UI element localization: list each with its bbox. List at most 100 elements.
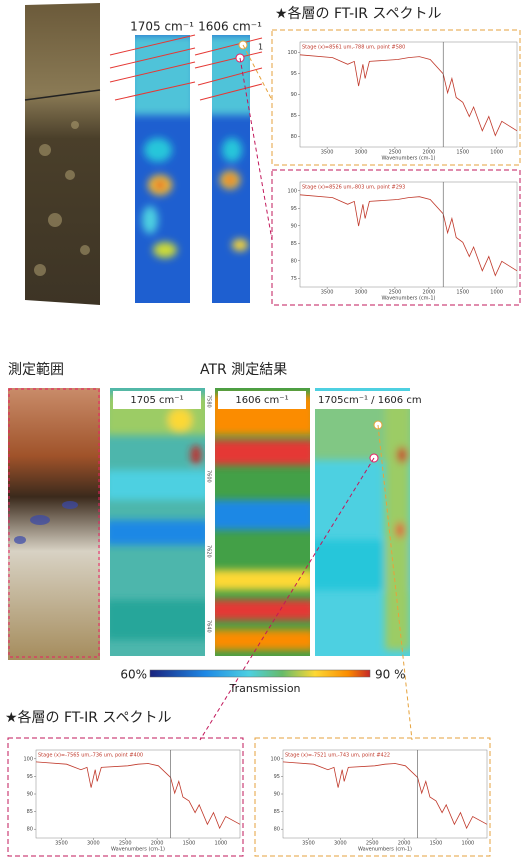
depth-tick: 7580 xyxy=(206,395,212,408)
shape xyxy=(153,242,177,258)
x-tick-label: 1500 xyxy=(456,290,469,296)
x-tick-label: 1500 xyxy=(183,841,196,847)
shape xyxy=(14,536,26,544)
x-tick-label: 1500 xyxy=(430,841,443,847)
shape xyxy=(105,470,210,500)
section-label: 測定範囲 xyxy=(8,361,64,378)
depth-tick: 7620 xyxy=(206,545,212,558)
y-tick-label: 80 xyxy=(291,134,297,140)
y-tick-label: 80 xyxy=(274,827,280,833)
y-tick-label: 90 xyxy=(291,223,297,229)
plot-area xyxy=(283,750,487,838)
heatmap xyxy=(205,35,255,303)
shape xyxy=(210,600,315,620)
y-tick-label: 100 xyxy=(270,756,280,762)
shape xyxy=(105,600,210,640)
y-tick-label: 100 xyxy=(287,188,297,194)
x-tick-label: 1000 xyxy=(490,290,503,296)
heatmap xyxy=(105,388,210,656)
spectrum-header: Stage (x)=8526 um,-803 um, point #293 xyxy=(302,185,405,191)
shape xyxy=(210,395,315,650)
x-tick-label: 3000 xyxy=(334,841,347,847)
plot-area xyxy=(36,750,240,838)
x-axis-label: Wavenumbers (cm-1) xyxy=(111,847,165,853)
map-label: 1705 cm⁻¹ xyxy=(130,20,194,34)
marker-label: 1 xyxy=(258,43,263,52)
y-tick-label: 85 xyxy=(27,809,33,815)
section-label: ATR 測定結果 xyxy=(200,362,287,378)
shape xyxy=(48,213,62,227)
x-tick-label: 1500 xyxy=(456,150,469,156)
y-tick-label: 95 xyxy=(27,774,33,780)
x-tick-label: 1000 xyxy=(215,841,228,847)
shape xyxy=(168,408,192,432)
x-tick-label: 3000 xyxy=(355,290,368,296)
y-tick-label: 80 xyxy=(27,827,33,833)
colorbar-min: 60% xyxy=(120,668,147,682)
x-tick-label: 1000 xyxy=(462,841,475,847)
shape xyxy=(65,170,75,180)
shape xyxy=(142,206,158,234)
shape xyxy=(226,176,234,184)
spectrum-header: Stage (x)=-7521 um,-743 um, point #422 xyxy=(285,753,390,759)
section-title: ★各層の FT-IR スペクトル xyxy=(5,710,171,726)
shape xyxy=(191,445,201,465)
shape xyxy=(30,515,50,525)
depth-tick: 7600 xyxy=(206,470,212,483)
shape xyxy=(105,520,210,545)
y-tick-label: 95 xyxy=(274,774,280,780)
colorbar-max: 90 % xyxy=(375,668,406,682)
shape xyxy=(71,121,79,129)
x-axis-label: Wavenumbers (cm-1) xyxy=(358,847,412,853)
shape xyxy=(34,264,46,276)
map-label: 1606 cm⁻¹ xyxy=(235,395,288,406)
section-title: ★各層の FT-IR スペクトル xyxy=(275,6,441,22)
x-tick-label: 1000 xyxy=(490,150,503,156)
shape xyxy=(62,501,78,509)
map-label: 1705 cm⁻¹ xyxy=(130,395,183,406)
shape xyxy=(222,138,242,162)
depth-axis: 7580 7600 7620 7640 xyxy=(206,395,212,633)
y-tick-label: 85 xyxy=(291,113,297,119)
shape xyxy=(39,144,51,156)
y-tick-label: 90 xyxy=(291,92,297,98)
x-tick-label: 3500 xyxy=(302,841,315,847)
x-tick-label: 3500 xyxy=(321,290,334,296)
y-tick-label: 85 xyxy=(274,809,280,815)
y-tick-label: 95 xyxy=(291,71,297,77)
shape xyxy=(232,239,248,251)
x-tick-label: 3000 xyxy=(355,150,368,156)
colorbar xyxy=(150,670,370,677)
heatmap xyxy=(210,388,315,656)
figure: 1705 cm⁻¹ 1606 cm⁻¹ 1 ★各層の FT-IR スペクトル 測… xyxy=(0,0,522,858)
y-tick-label: 85 xyxy=(291,241,297,247)
colorbar-label: Transmission xyxy=(228,682,300,695)
shape xyxy=(80,245,90,255)
x-tick-label: 3000 xyxy=(87,841,100,847)
heatmap xyxy=(310,388,415,656)
shape xyxy=(210,440,315,465)
y-tick-label: 90 xyxy=(274,792,280,798)
shape xyxy=(210,630,315,650)
x-tick-label: 3500 xyxy=(321,150,334,156)
spectrum-header: Stage (x)=8561 um,-788 um, point #580 xyxy=(302,45,405,51)
y-tick-label: 100 xyxy=(287,50,297,56)
map-label: 1705cm⁻¹ / 1606 cm xyxy=(318,395,422,406)
y-tick-label: 75 xyxy=(291,276,297,282)
shape xyxy=(396,522,404,538)
depth-tick: 7640 xyxy=(206,620,212,633)
map-label: 1606 cm⁻¹ xyxy=(198,20,262,34)
sample-photo xyxy=(25,3,100,305)
y-tick-label: 80 xyxy=(291,258,297,264)
x-axis-label: Wavenumbers (cm-1) xyxy=(382,156,436,162)
y-tick-label: 90 xyxy=(27,792,33,798)
shape xyxy=(155,181,165,189)
shape xyxy=(144,138,172,162)
spectrum-header: Stage (x)=-7565 um,-736 um, point #400 xyxy=(38,753,143,759)
sample-photo xyxy=(8,388,100,660)
shape xyxy=(210,500,315,530)
x-axis-label: Wavenumbers (cm-1) xyxy=(382,296,436,302)
y-tick-label: 95 xyxy=(291,206,297,212)
y-tick-label: 100 xyxy=(23,756,33,762)
x-tick-label: 3500 xyxy=(55,841,68,847)
